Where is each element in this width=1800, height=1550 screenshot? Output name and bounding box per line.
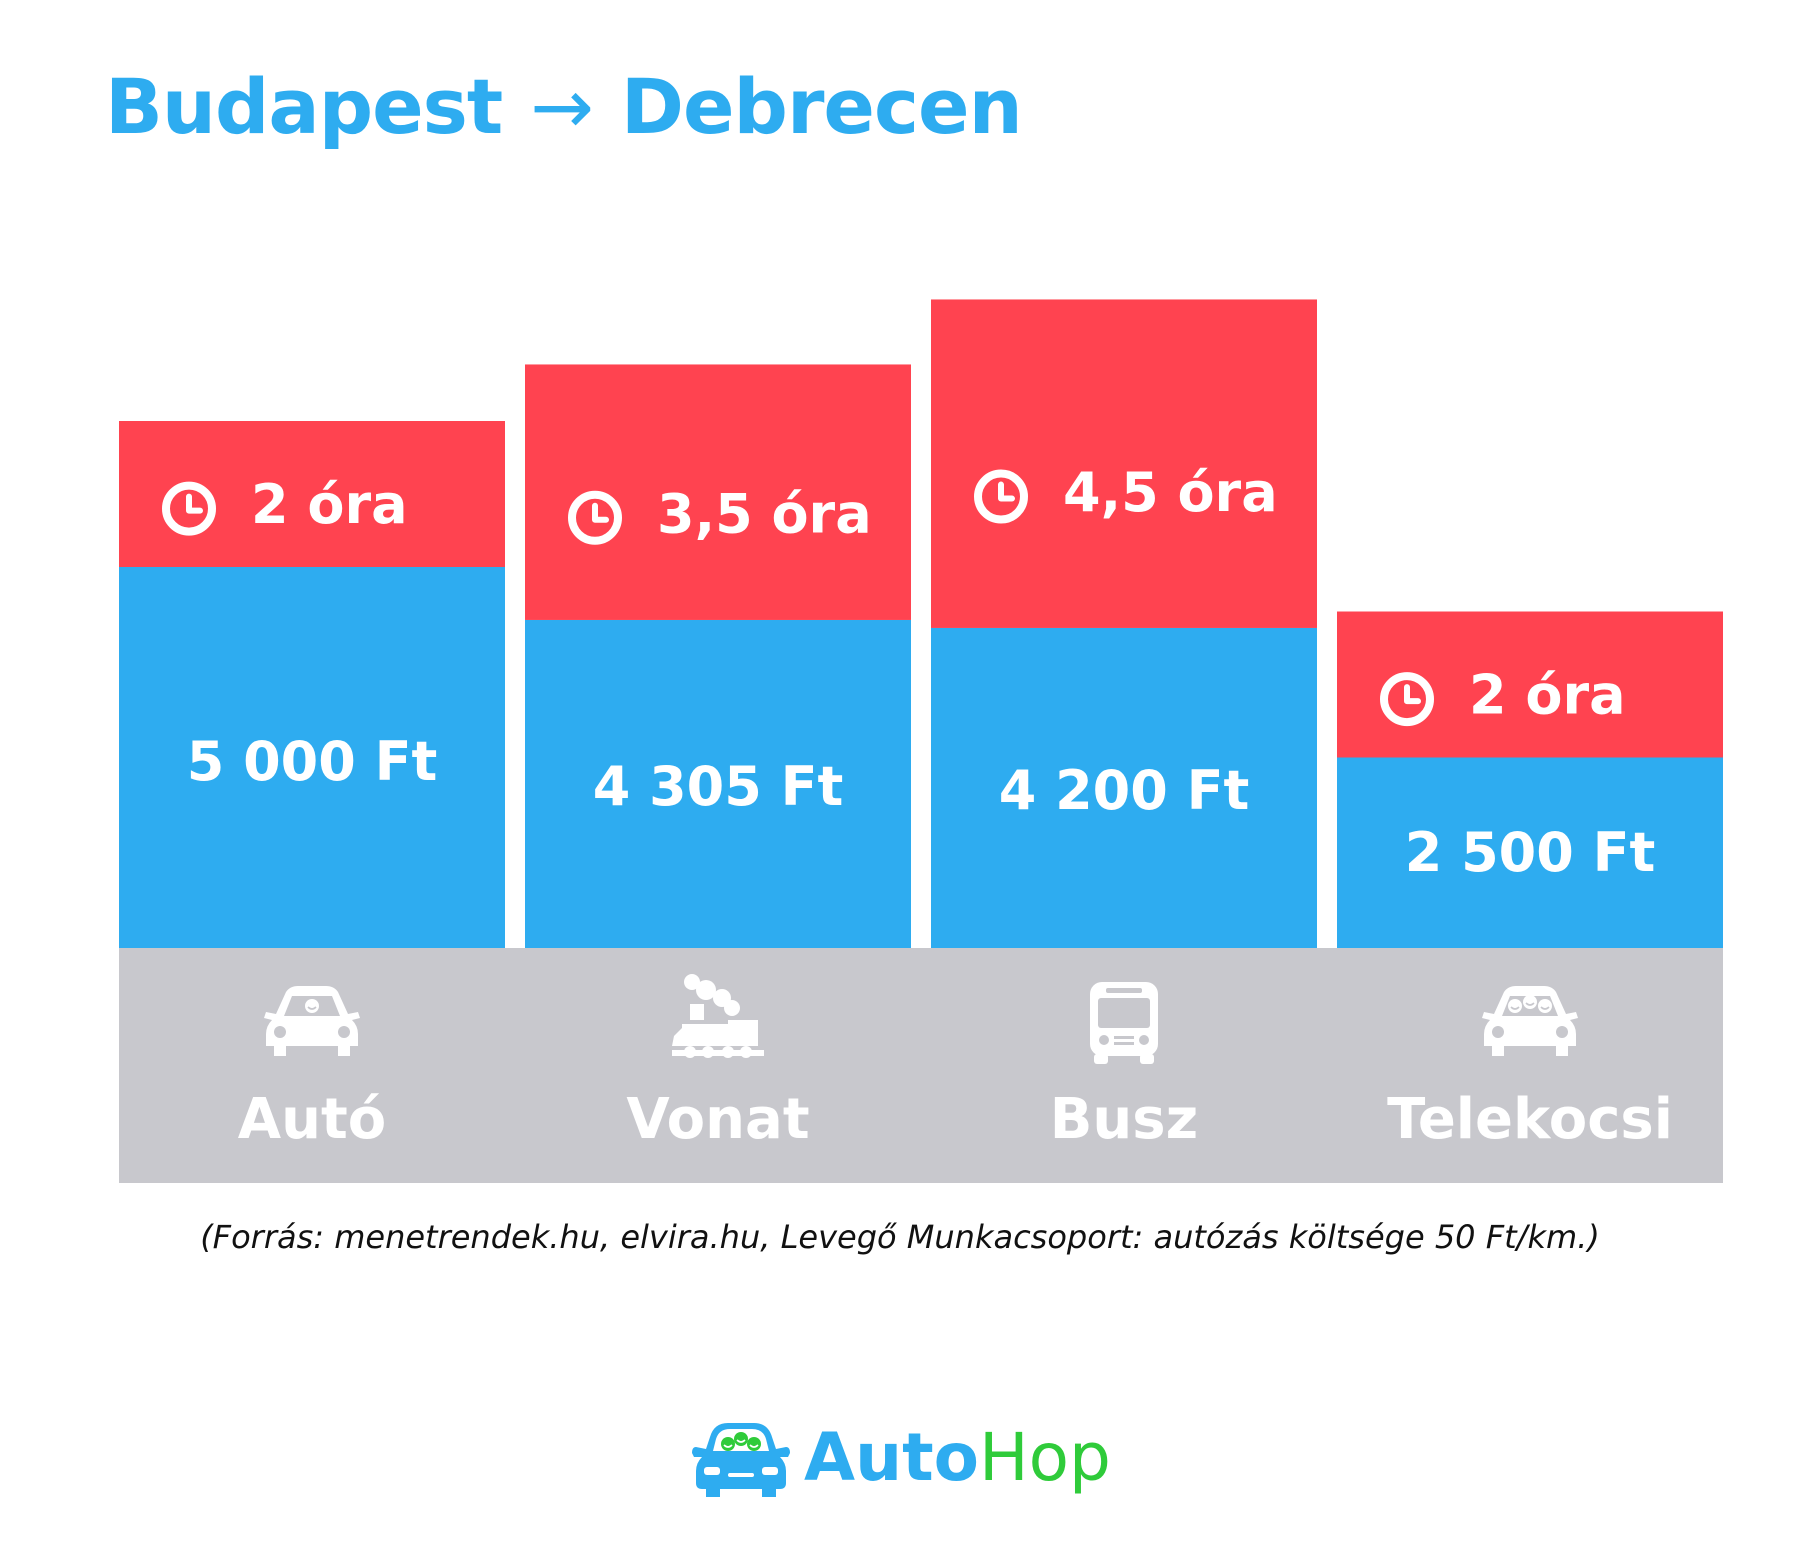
- clock-icon: [162, 481, 216, 536]
- cost-bar: [119, 567, 505, 948]
- bar-group: 4 200 Ft 4,5 óra Busz: [931, 299, 1317, 1152]
- autohop-logo: AutoHop: [690, 1412, 1111, 1502]
- time-bar: [931, 299, 1317, 628]
- bus-icon: [1090, 982, 1158, 1064]
- bar-group: 4 305 Ft 3,5 óra Vonat: [525, 364, 911, 1152]
- arrow-icon: →: [530, 62, 594, 151]
- carpool-icon: [1482, 986, 1578, 1056]
- bar-group: 2 500 Ft 2 óra Telekocsi: [1337, 611, 1723, 1152]
- title-from: Budapest: [105, 62, 503, 151]
- logo-car-icon: [692, 1423, 790, 1497]
- bar-chart: 5 000 Ft 2 óra Autó 4 305 Ft 3,5 óra Vonat 4 2…: [119, 299, 1723, 1183]
- time-bar: [1337, 611, 1723, 758]
- category-label: Busz: [1050, 1087, 1198, 1152]
- bar-group: 5 000 Ft 2 óra Autó: [119, 421, 505, 1152]
- clock-icon: [974, 469, 1028, 524]
- time-label: 3,5 óra: [657, 482, 872, 545]
- time-label: 2 óra: [251, 473, 408, 536]
- clock-icon: [568, 490, 622, 545]
- car-icon: [264, 986, 360, 1056]
- category-label: Vonat: [626, 1087, 809, 1152]
- chart-title: Budapest → Debrecen: [105, 62, 1023, 151]
- cost-bar: [1337, 757, 1723, 948]
- train-icon: [672, 974, 764, 1058]
- time-label: 2 óra: [1469, 664, 1626, 727]
- logo-part-auto: Auto: [804, 1418, 979, 1496]
- title-to: Debrecen: [620, 62, 1023, 151]
- source-note: (Forrás: menetrendek.hu, elvira.hu, Leve…: [200, 1218, 1600, 1256]
- time-bar: [119, 421, 505, 567]
- cost-bar: [931, 627, 1317, 948]
- category-label: Autó: [238, 1087, 386, 1152]
- cost-label: 4 305 Ft: [593, 755, 844, 818]
- cost-bar: [525, 619, 911, 948]
- cost-label: 5 000 Ft: [187, 730, 438, 793]
- category-label: Telekocsi: [1387, 1087, 1673, 1152]
- time-label: 4,5 óra: [1063, 461, 1278, 524]
- logo-wordmark: AutoHop: [804, 1419, 1111, 1496]
- logo-part-hop: Hop: [978, 1418, 1111, 1496]
- category-base-band: [119, 948, 1723, 1183]
- cost-label: 2 500 Ft: [1405, 821, 1656, 884]
- cost-label: 4 200 Ft: [999, 759, 1250, 822]
- clock-icon: [1380, 672, 1434, 727]
